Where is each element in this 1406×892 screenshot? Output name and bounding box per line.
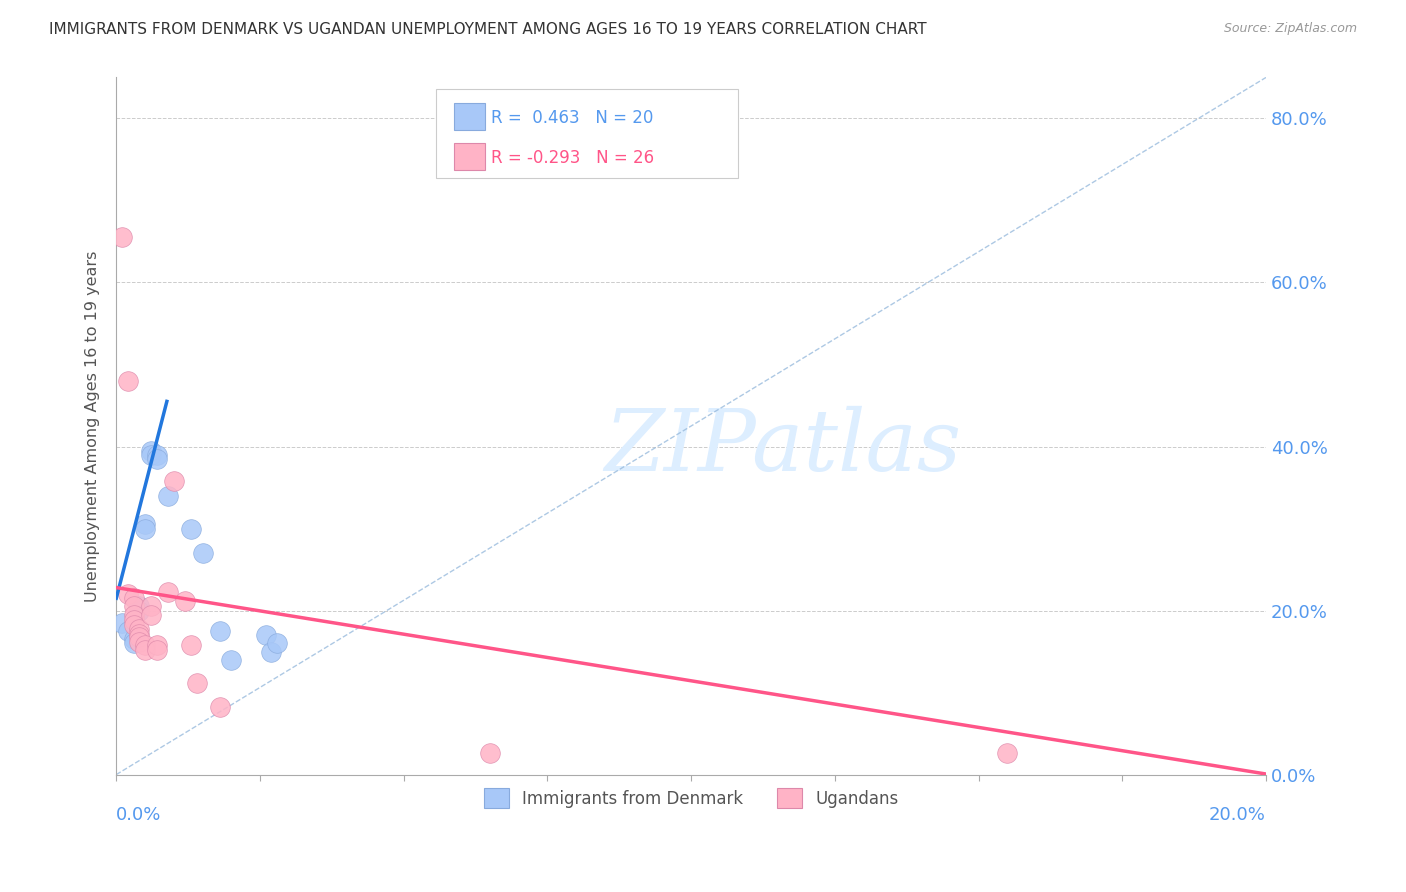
- Point: [174, 593, 197, 607]
- Text: IMMIGRANTS FROM DENMARK VS UGANDAN UNEMPLOYMENT AMONG AGES 16 TO 19 YEARS CORREL: IMMIGRANTS FROM DENMARK VS UGANDAN UNEMP…: [49, 22, 927, 37]
- Point: [128, 603, 150, 617]
- Text: 20.0%: 20.0%: [1209, 806, 1265, 824]
- Point: [134, 638, 156, 652]
- Point: [134, 522, 156, 536]
- Point: [122, 599, 145, 614]
- Point: [117, 587, 139, 601]
- Point: [128, 599, 150, 614]
- Point: [156, 585, 179, 599]
- Point: [186, 675, 208, 690]
- Point: [128, 622, 150, 636]
- Point: [111, 615, 134, 630]
- Text: R =  0.463   N = 20: R = 0.463 N = 20: [491, 109, 652, 127]
- Point: [122, 607, 145, 622]
- Point: [128, 630, 150, 644]
- Text: Source: ZipAtlas.com: Source: ZipAtlas.com: [1223, 22, 1357, 36]
- Point: [117, 374, 139, 388]
- Point: [266, 636, 288, 650]
- Point: [128, 634, 150, 648]
- Point: [139, 599, 162, 614]
- Point: [122, 591, 145, 606]
- Point: [145, 638, 167, 652]
- Point: [128, 626, 150, 640]
- Text: 0.0%: 0.0%: [117, 806, 162, 824]
- Point: [122, 632, 145, 647]
- Point: [145, 451, 167, 466]
- Point: [163, 474, 186, 488]
- Point: [111, 230, 134, 244]
- Point: [134, 517, 156, 532]
- Text: R = -0.293   N = 26: R = -0.293 N = 26: [491, 149, 654, 167]
- Point: [139, 443, 162, 458]
- Point: [208, 624, 231, 638]
- Point: [139, 607, 162, 622]
- Point: [139, 448, 162, 462]
- Point: [219, 653, 242, 667]
- Point: [180, 638, 202, 652]
- Point: [145, 448, 167, 462]
- Legend: Immigrants from Denmark, Ugandans: Immigrants from Denmark, Ugandans: [477, 781, 905, 815]
- Point: [995, 746, 1018, 760]
- Point: [478, 746, 501, 760]
- Point: [254, 628, 277, 642]
- Point: [117, 624, 139, 638]
- Point: [122, 613, 145, 627]
- Point: [156, 489, 179, 503]
- Point: [145, 643, 167, 657]
- Point: [191, 546, 214, 560]
- Text: ZIPatlas: ZIPatlas: [605, 406, 962, 488]
- Point: [180, 522, 202, 536]
- Point: [122, 618, 145, 632]
- Point: [134, 643, 156, 657]
- Point: [260, 644, 283, 658]
- Y-axis label: Unemployment Among Ages 16 to 19 years: Unemployment Among Ages 16 to 19 years: [86, 251, 100, 602]
- Point: [208, 700, 231, 714]
- Point: [122, 636, 145, 650]
